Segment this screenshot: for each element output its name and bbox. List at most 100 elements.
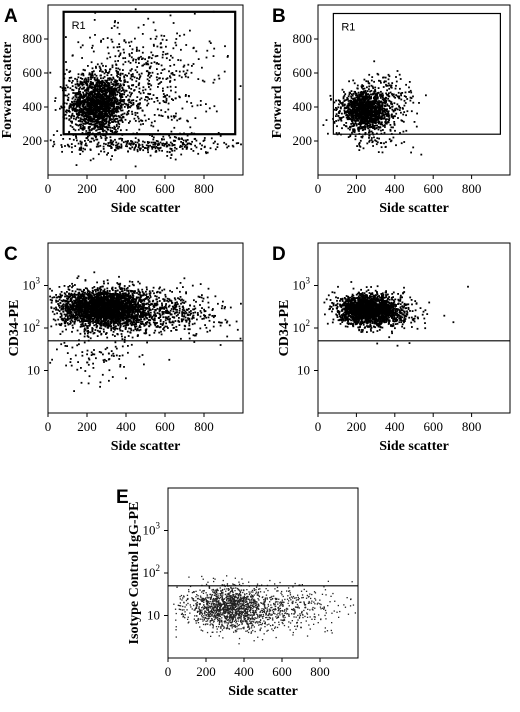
data-point	[120, 103, 122, 105]
data-point	[76, 87, 78, 89]
data-point	[149, 77, 151, 79]
data-point	[365, 103, 367, 105]
data-point	[75, 135, 77, 137]
data-point	[88, 79, 90, 81]
data-point	[342, 103, 344, 105]
data-point	[175, 38, 177, 40]
data-point	[109, 56, 111, 58]
data-point	[79, 101, 81, 103]
data-point	[344, 110, 346, 112]
data-point	[391, 85, 393, 87]
data-point	[367, 93, 369, 95]
data-point	[162, 90, 164, 92]
data-point	[357, 127, 359, 129]
data-point	[164, 95, 166, 97]
data-point	[92, 138, 94, 140]
data-point	[118, 126, 120, 128]
data-point	[175, 159, 177, 161]
data-point	[111, 111, 113, 113]
data-point	[112, 65, 114, 67]
data-point	[102, 99, 104, 101]
data-point	[368, 82, 370, 84]
data-point	[125, 141, 127, 143]
data-point	[93, 121, 95, 123]
data-point	[142, 52, 144, 54]
data-point	[356, 145, 358, 147]
data-point	[114, 128, 116, 130]
data-point	[183, 34, 185, 36]
data-point	[71, 147, 73, 149]
data-point	[347, 128, 349, 130]
data-point	[123, 117, 125, 119]
data-point	[398, 106, 400, 108]
data-point	[122, 121, 124, 123]
data-point	[96, 94, 98, 96]
data-point	[185, 144, 187, 146]
data-point	[84, 294, 86, 296]
data-point	[361, 93, 363, 95]
data-point	[111, 74, 113, 76]
data-point	[106, 118, 108, 120]
data-point	[136, 77, 138, 79]
data-point	[358, 130, 360, 132]
data-point	[110, 119, 112, 121]
data-point	[116, 103, 118, 105]
data-point	[65, 114, 67, 116]
data-point	[94, 78, 96, 80]
data-point	[132, 73, 134, 75]
data-point	[160, 142, 162, 144]
data-point	[214, 105, 216, 107]
data-point	[339, 100, 341, 102]
data-point	[84, 79, 86, 81]
data-point	[93, 286, 95, 288]
data-point	[384, 126, 386, 128]
data-point	[383, 142, 385, 144]
data-point	[110, 141, 112, 143]
data-point	[374, 89, 376, 91]
data-point	[65, 329, 67, 331]
data-point	[391, 82, 393, 84]
data-point	[69, 77, 71, 79]
data-point	[402, 114, 404, 116]
data-point	[86, 83, 88, 85]
data-point	[85, 80, 87, 82]
data-point	[177, 59, 179, 61]
data-point	[131, 76, 133, 78]
data-point	[367, 81, 369, 83]
data-point	[123, 80, 125, 82]
data-point	[162, 78, 164, 80]
data-point	[140, 124, 142, 126]
data-point	[129, 96, 131, 98]
data-point	[171, 131, 173, 133]
data-point	[337, 106, 339, 108]
data-point	[82, 129, 84, 131]
data-point	[81, 114, 83, 116]
data-point	[360, 102, 362, 104]
data-point	[365, 95, 367, 97]
data-point	[366, 98, 368, 100]
data-point	[391, 140, 393, 142]
data-point	[381, 146, 383, 148]
data-point	[59, 108, 61, 110]
x-tick-label: 800	[462, 181, 482, 196]
data-point	[126, 75, 128, 77]
data-point	[373, 119, 375, 121]
data-point	[54, 100, 56, 102]
data-point	[50, 326, 52, 328]
data-point	[106, 58, 108, 60]
data-point	[103, 115, 105, 117]
data-point	[112, 94, 114, 96]
data-point	[390, 92, 392, 94]
data-point	[157, 100, 159, 102]
data-point	[374, 87, 376, 89]
data-point	[88, 120, 90, 122]
x-tick-label: 600	[155, 181, 175, 196]
data-point	[90, 149, 92, 151]
data-point	[112, 127, 114, 129]
data-point	[414, 121, 416, 123]
data-point	[183, 66, 185, 68]
data-point	[153, 101, 155, 103]
data-point	[380, 82, 382, 84]
data-point	[90, 96, 92, 98]
